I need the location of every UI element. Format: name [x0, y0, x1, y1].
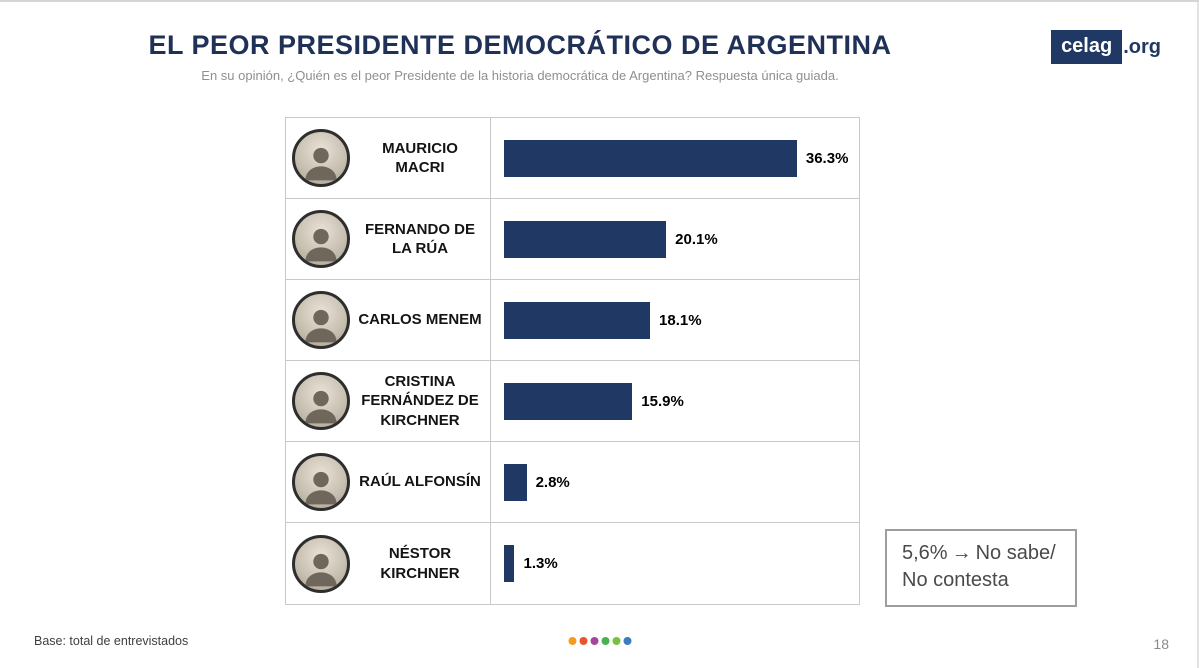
no-answer-note-box: 5,6% → No sabe/ No contesta	[885, 529, 1077, 607]
row-bar-cell: 20.1%	[491, 199, 859, 279]
chart-row: CARLOS MENEM 18.1%	[286, 280, 859, 361]
row-bar-cell: 15.9%	[491, 361, 859, 441]
base-note: Base: total de entrevistados	[34, 634, 189, 648]
pagination-dot	[612, 637, 620, 645]
person-silhouette-icon	[305, 147, 337, 181]
page-title: EL PEOR PRESIDENTE DEMOCRÁTICO DE ARGENT…	[148, 30, 892, 60]
person-silhouette-icon	[305, 228, 337, 262]
row-label-cell: NÉSTOR KIRCHNER	[286, 523, 491, 604]
row-bar-cell: 1.3%	[491, 523, 859, 604]
candidate-avatar	[292, 372, 350, 430]
bar-value-label: 18.1%	[659, 311, 702, 329]
page-number: 18	[1153, 636, 1169, 652]
bar	[504, 545, 515, 582]
candidate-name: NÉSTOR KIRCHNER	[380, 545, 460, 582]
person-silhouette-icon	[305, 390, 337, 424]
candidate-avatar	[292, 210, 350, 268]
candidate-avatar	[292, 291, 350, 349]
pagination-dot	[623, 637, 631, 645]
page-subtitle: En su opinión, ¿Quién es el peor Preside…	[201, 68, 839, 83]
bar	[504, 139, 797, 177]
candidate-name: RAÚL ALFONSÍN	[359, 473, 481, 491]
celag-logo-box: celag	[1051, 30, 1123, 64]
person-silhouette-icon	[305, 553, 337, 586]
celag-logo-suffix: .org	[1123, 35, 1161, 58]
bar	[504, 220, 667, 258]
pagination-dot	[590, 637, 598, 645]
candidate-avatar	[292, 129, 350, 187]
bar-value-label: 2.8%	[535, 473, 570, 491]
row-label-cell: CRISTINA FERNÁNDEZ DE KIRCHNER	[286, 361, 491, 441]
bar	[504, 301, 651, 339]
right-arrow-icon: →	[951, 542, 972, 564]
pagination-dots	[568, 637, 631, 645]
candidate-name: MAURICIO MACRI	[382, 139, 458, 176]
row-label-cell: CARLOS MENEM	[286, 280, 491, 360]
celag-logo: celag .org	[1051, 30, 1161, 64]
bar	[504, 463, 527, 501]
candidate-name: CRISTINA FERNÁNDEZ DE KIRCHNER	[361, 373, 479, 429]
bar-value-label: 1.3%	[523, 555, 558, 572]
pagination-dot	[568, 637, 576, 645]
candidate-name: CARLOS MENEM	[358, 311, 482, 329]
chart-row: MAURICIO MACRI 36.3%	[286, 118, 859, 199]
bar-value-label: 36.3%	[805, 149, 849, 167]
row-label-cell: RAÚL ALFONSÍN	[286, 442, 491, 522]
person-silhouette-icon	[305, 471, 337, 505]
pagination-dot	[601, 637, 609, 645]
person-silhouette-icon	[305, 309, 337, 343]
bar-value-label: 20.1%	[675, 230, 718, 248]
row-bar-cell: 2.8%	[491, 442, 859, 522]
candidate-name: FERNANDO DE LA RÚA	[364, 220, 475, 257]
candidate-avatar	[292, 534, 350, 593]
chart-row: RAÚL ALFONSÍN 2.8%	[286, 442, 859, 523]
bar-chart: MAURICIO MACRI 36.3% FERNANDO DE LA RÚA …	[285, 117, 860, 605]
chart-row: FERNANDO DE LA RÚA 20.1%	[286, 199, 859, 280]
bar-value-label: 15.9%	[641, 392, 684, 410]
chart-row: NÉSTOR KIRCHNER 1.3%	[286, 523, 859, 604]
no-answer-label: No sabe/ No contesta	[902, 542, 1056, 591]
bar	[504, 382, 633, 420]
chart-row: CRISTINA FERNÁNDEZ DE KIRCHNER 15.9%	[286, 361, 859, 442]
no-answer-value: 5,6%	[902, 542, 948, 564]
row-label-cell: FERNANDO DE LA RÚA	[286, 199, 491, 279]
pagination-dot	[579, 637, 587, 645]
row-label-cell: MAURICIO MACRI	[286, 118, 491, 198]
candidate-avatar	[292, 453, 350, 511]
row-bar-cell: 36.3%	[491, 118, 859, 198]
row-bar-cell: 18.1%	[491, 280, 859, 360]
